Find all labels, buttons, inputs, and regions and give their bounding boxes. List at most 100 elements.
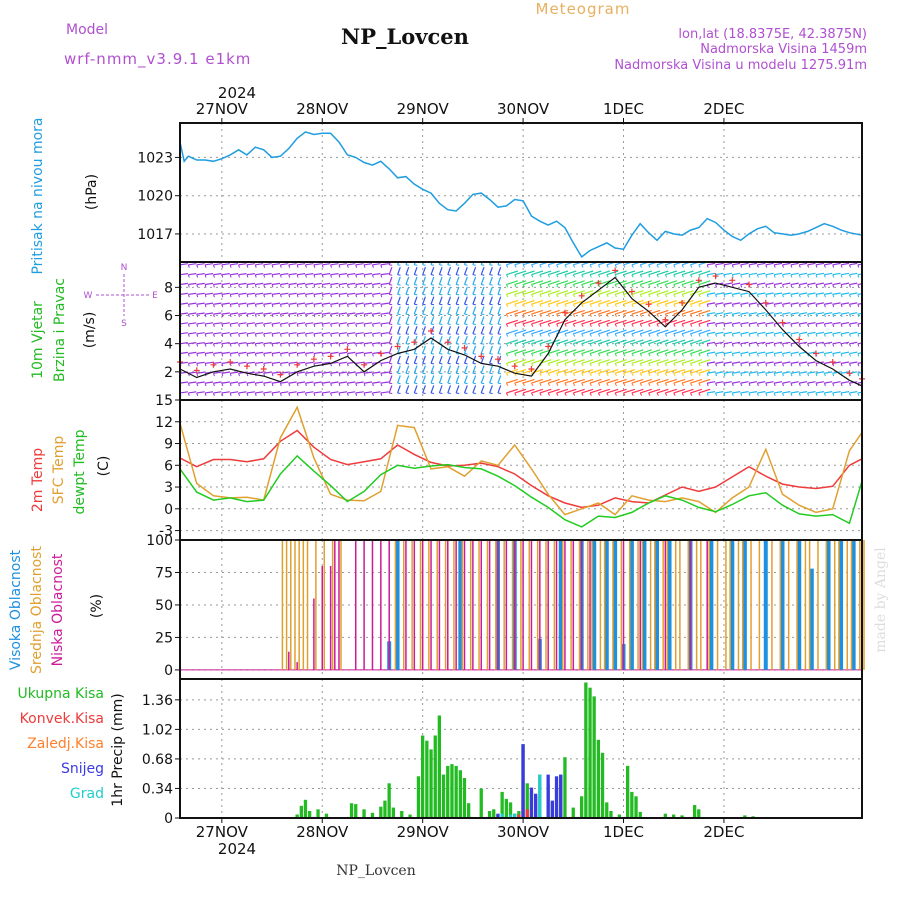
wind-barb	[263, 263, 272, 266]
wind-barb	[271, 273, 281, 276]
wind-barb	[732, 381, 741, 384]
wind-barb	[732, 371, 741, 374]
wind-barb-tick	[288, 313, 291, 318]
wind-barb	[840, 361, 850, 364]
wind-barb	[288, 332, 297, 335]
wind-barb	[840, 351, 850, 355]
wind-barb-tick	[798, 353, 801, 357]
wind-barb-tick	[706, 294, 709, 298]
total-rain-bar	[693, 805, 697, 818]
wind-barb-tick	[439, 392, 443, 394]
wind-barb	[205, 391, 214, 394]
wind-barb-tick	[531, 333, 534, 337]
wind-barb	[665, 309, 677, 315]
wind-barb-tick	[447, 372, 451, 375]
wind-barb	[715, 272, 724, 276]
wind-barb	[799, 371, 808, 374]
wind-barb	[581, 339, 594, 345]
wind-barb-tick	[439, 353, 443, 355]
wind-barb	[263, 381, 272, 384]
wind-barb	[815, 312, 825, 315]
wind-barb	[347, 273, 356, 276]
wind-barb-tick	[321, 274, 324, 278]
wind-barb	[463, 385, 468, 394]
wind-barb	[422, 385, 426, 394]
wind-barb-tick	[723, 343, 726, 347]
wind-barb-tick	[547, 333, 551, 337]
wind-barb-tick	[505, 284, 509, 288]
wind-barb-tick	[656, 323, 659, 327]
wind-barb	[824, 292, 833, 295]
wind-barb	[372, 342, 381, 345]
wind-barb	[472, 326, 477, 335]
wind-barb-tick	[589, 313, 592, 318]
wind-barb-tick	[296, 304, 299, 308]
wind-barb-tick	[497, 284, 501, 286]
wind-barb-tick	[263, 323, 266, 327]
wind-barb-tick	[589, 382, 592, 387]
wind-barb	[598, 329, 610, 335]
wind-barb	[732, 262, 741, 266]
wind-barb	[297, 273, 306, 276]
wind-barb-tick	[305, 274, 307, 278]
wind-barb	[790, 262, 799, 266]
wind-barb-tick	[723, 264, 726, 268]
wind-barb	[665, 280, 677, 286]
wind-barb-tick	[581, 373, 584, 377]
wind-barb-tick	[238, 274, 240, 278]
wind-barb-tick	[371, 323, 374, 327]
gust-marker	[812, 350, 819, 357]
wind-barb-tick	[221, 264, 224, 268]
wind-barb	[740, 262, 749, 266]
wind-barb	[322, 371, 331, 374]
wind-barb-tick	[756, 284, 759, 288]
wind-barb	[732, 341, 741, 345]
wind-barb-tick	[690, 333, 693, 337]
wind-barb-tick	[212, 323, 215, 327]
wind-barb	[640, 339, 652, 345]
wind-barb	[656, 329, 669, 335]
wind-barb	[497, 266, 502, 275]
wind-barb	[807, 272, 816, 276]
wind-barb	[180, 302, 188, 305]
gust-marker	[260, 366, 267, 373]
wind-barb	[413, 375, 418, 384]
wind-barb	[322, 292, 331, 295]
wind-barb-tick	[556, 284, 559, 288]
wind-barb-tick	[472, 392, 476, 394]
wind-barb	[765, 272, 774, 276]
wind-barb-tick	[631, 274, 634, 278]
wind-barb	[707, 322, 716, 325]
wind-barb-tick	[321, 392, 324, 396]
wind-barb-tick	[204, 392, 207, 396]
wind-barb-tick	[723, 274, 726, 278]
wind-barb	[840, 331, 850, 335]
wind-barb-tick	[389, 284, 393, 286]
wind-barb-tick	[706, 343, 709, 347]
wind-barb-tick	[196, 284, 199, 288]
gust-marker	[729, 277, 736, 284]
wind-barb-tick	[832, 264, 835, 268]
wind-barb	[238, 381, 247, 384]
wind-barb-tick	[606, 274, 609, 278]
wind-barb-tick	[313, 333, 316, 337]
legend-total-rain: Ukupna Kisa	[17, 686, 104, 702]
wind-barb	[815, 331, 825, 335]
compass-n: N	[121, 263, 128, 273]
total-rain-bar	[525, 783, 529, 819]
wind-barb	[723, 292, 732, 295]
wind-barb	[790, 391, 799, 394]
wind-barb-tick	[623, 264, 626, 268]
wind-barb	[313, 342, 322, 345]
wind-barb-tick	[212, 392, 215, 396]
wind-barb-tick	[229, 343, 232, 347]
wind-barb	[606, 349, 619, 355]
wind-barb-tick	[639, 294, 643, 298]
wind-barb-tick	[731, 343, 734, 347]
wind-barb-tick	[531, 304, 534, 308]
wind-barb	[640, 319, 652, 325]
wind-barb	[782, 351, 791, 355]
wind-barb-tick	[305, 304, 307, 308]
wind-barb	[757, 282, 766, 286]
wind-barb	[514, 359, 527, 364]
